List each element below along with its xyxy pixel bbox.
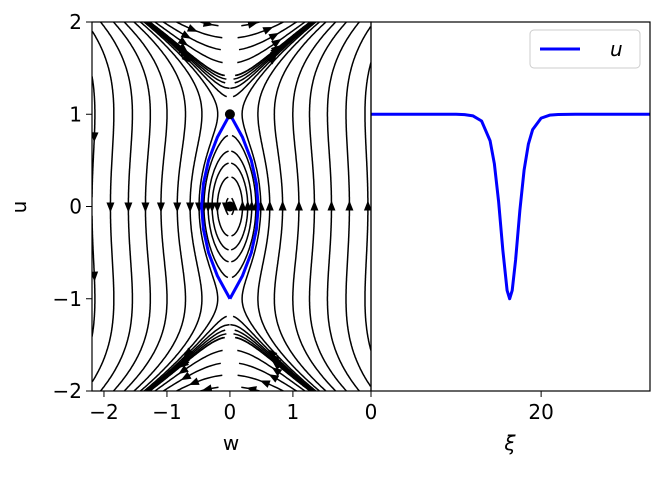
flow-arrow bbox=[177, 36, 189, 46]
flow-arrow bbox=[177, 43, 188, 53]
flow-arrow bbox=[92, 271, 99, 282]
equilibrium-point bbox=[224, 201, 235, 212]
flow-arrow bbox=[265, 200, 274, 211]
flow-arrow bbox=[201, 384, 213, 391]
flow-arrow bbox=[186, 24, 198, 32]
x-axis-label: ξ bbox=[503, 431, 516, 455]
y-tick-label: 0 bbox=[69, 195, 82, 219]
flow-arrow bbox=[270, 44, 282, 55]
legend-box bbox=[529, 29, 641, 69]
flow-arrow bbox=[271, 38, 282, 48]
flow-arrow bbox=[183, 347, 194, 358]
x-tick-label: −1 bbox=[152, 400, 181, 424]
x-tick-label: 0 bbox=[365, 400, 378, 424]
legend-label: u bbox=[610, 37, 623, 61]
flow-arrow bbox=[294, 200, 303, 211]
flow-arrow bbox=[271, 356, 282, 367]
y-tick-label: 1 bbox=[69, 102, 82, 126]
flow-arrow bbox=[271, 367, 283, 377]
flow-arrow bbox=[345, 200, 354, 211]
y-tick-label: −1 bbox=[53, 287, 82, 311]
flow-arrow bbox=[271, 360, 283, 370]
flow-arrow bbox=[243, 200, 252, 211]
flow-arrow bbox=[186, 202, 195, 213]
flow-arrow bbox=[92, 132, 99, 143]
flow-arrow bbox=[238, 200, 247, 211]
flow-arrow bbox=[268, 374, 280, 383]
equilibrium-point bbox=[224, 109, 235, 120]
flow-arrow bbox=[259, 380, 271, 388]
data-line bbox=[371, 112, 650, 301]
y-axis-label: u bbox=[7, 201, 31, 214]
flow-arrow bbox=[363, 200, 371, 211]
right-axes-frame bbox=[370, 21, 651, 392]
flow-arrow bbox=[267, 348, 278, 359]
y-tick-label: −2 bbox=[53, 379, 82, 403]
flow-arrow bbox=[310, 200, 319, 211]
x-tick-label: 20 bbox=[528, 400, 553, 424]
x-tick-label: 0 bbox=[224, 400, 237, 424]
flow-arrow bbox=[247, 22, 259, 29]
flow-arrow bbox=[178, 358, 189, 369]
flow-arrow bbox=[202, 22, 214, 27]
x-tick-label: −2 bbox=[89, 400, 118, 424]
flow-arrow bbox=[208, 202, 217, 213]
flow-arrow bbox=[213, 202, 222, 213]
flow-arrow bbox=[188, 377, 200, 385]
flow-arrow bbox=[156, 202, 165, 213]
flow-arrow bbox=[178, 365, 189, 375]
flow-arrow bbox=[268, 32, 280, 42]
x-tick-label: 1 bbox=[287, 400, 300, 424]
flow-arrow bbox=[141, 202, 150, 213]
y-tick-label: 2 bbox=[69, 10, 82, 34]
flow-arrow bbox=[124, 202, 133, 213]
flow-arrow bbox=[327, 200, 336, 211]
flow-arrow bbox=[181, 53, 192, 64]
streamline bbox=[257, 22, 320, 391]
flow-arrow bbox=[246, 386, 257, 391]
flow-arrow bbox=[180, 30, 192, 39]
flow-arrow bbox=[106, 202, 115, 213]
flow-arrow bbox=[278, 200, 287, 211]
flow-arrow bbox=[173, 202, 182, 213]
x-axis-label: w bbox=[223, 431, 239, 455]
flow-arrow bbox=[262, 27, 274, 35]
flow-arrow bbox=[180, 371, 192, 381]
right-plot-area bbox=[371, 112, 650, 301]
streamline bbox=[139, 22, 203, 391]
flow-arrow bbox=[178, 46, 189, 57]
left-plot-area bbox=[92, 22, 371, 391]
